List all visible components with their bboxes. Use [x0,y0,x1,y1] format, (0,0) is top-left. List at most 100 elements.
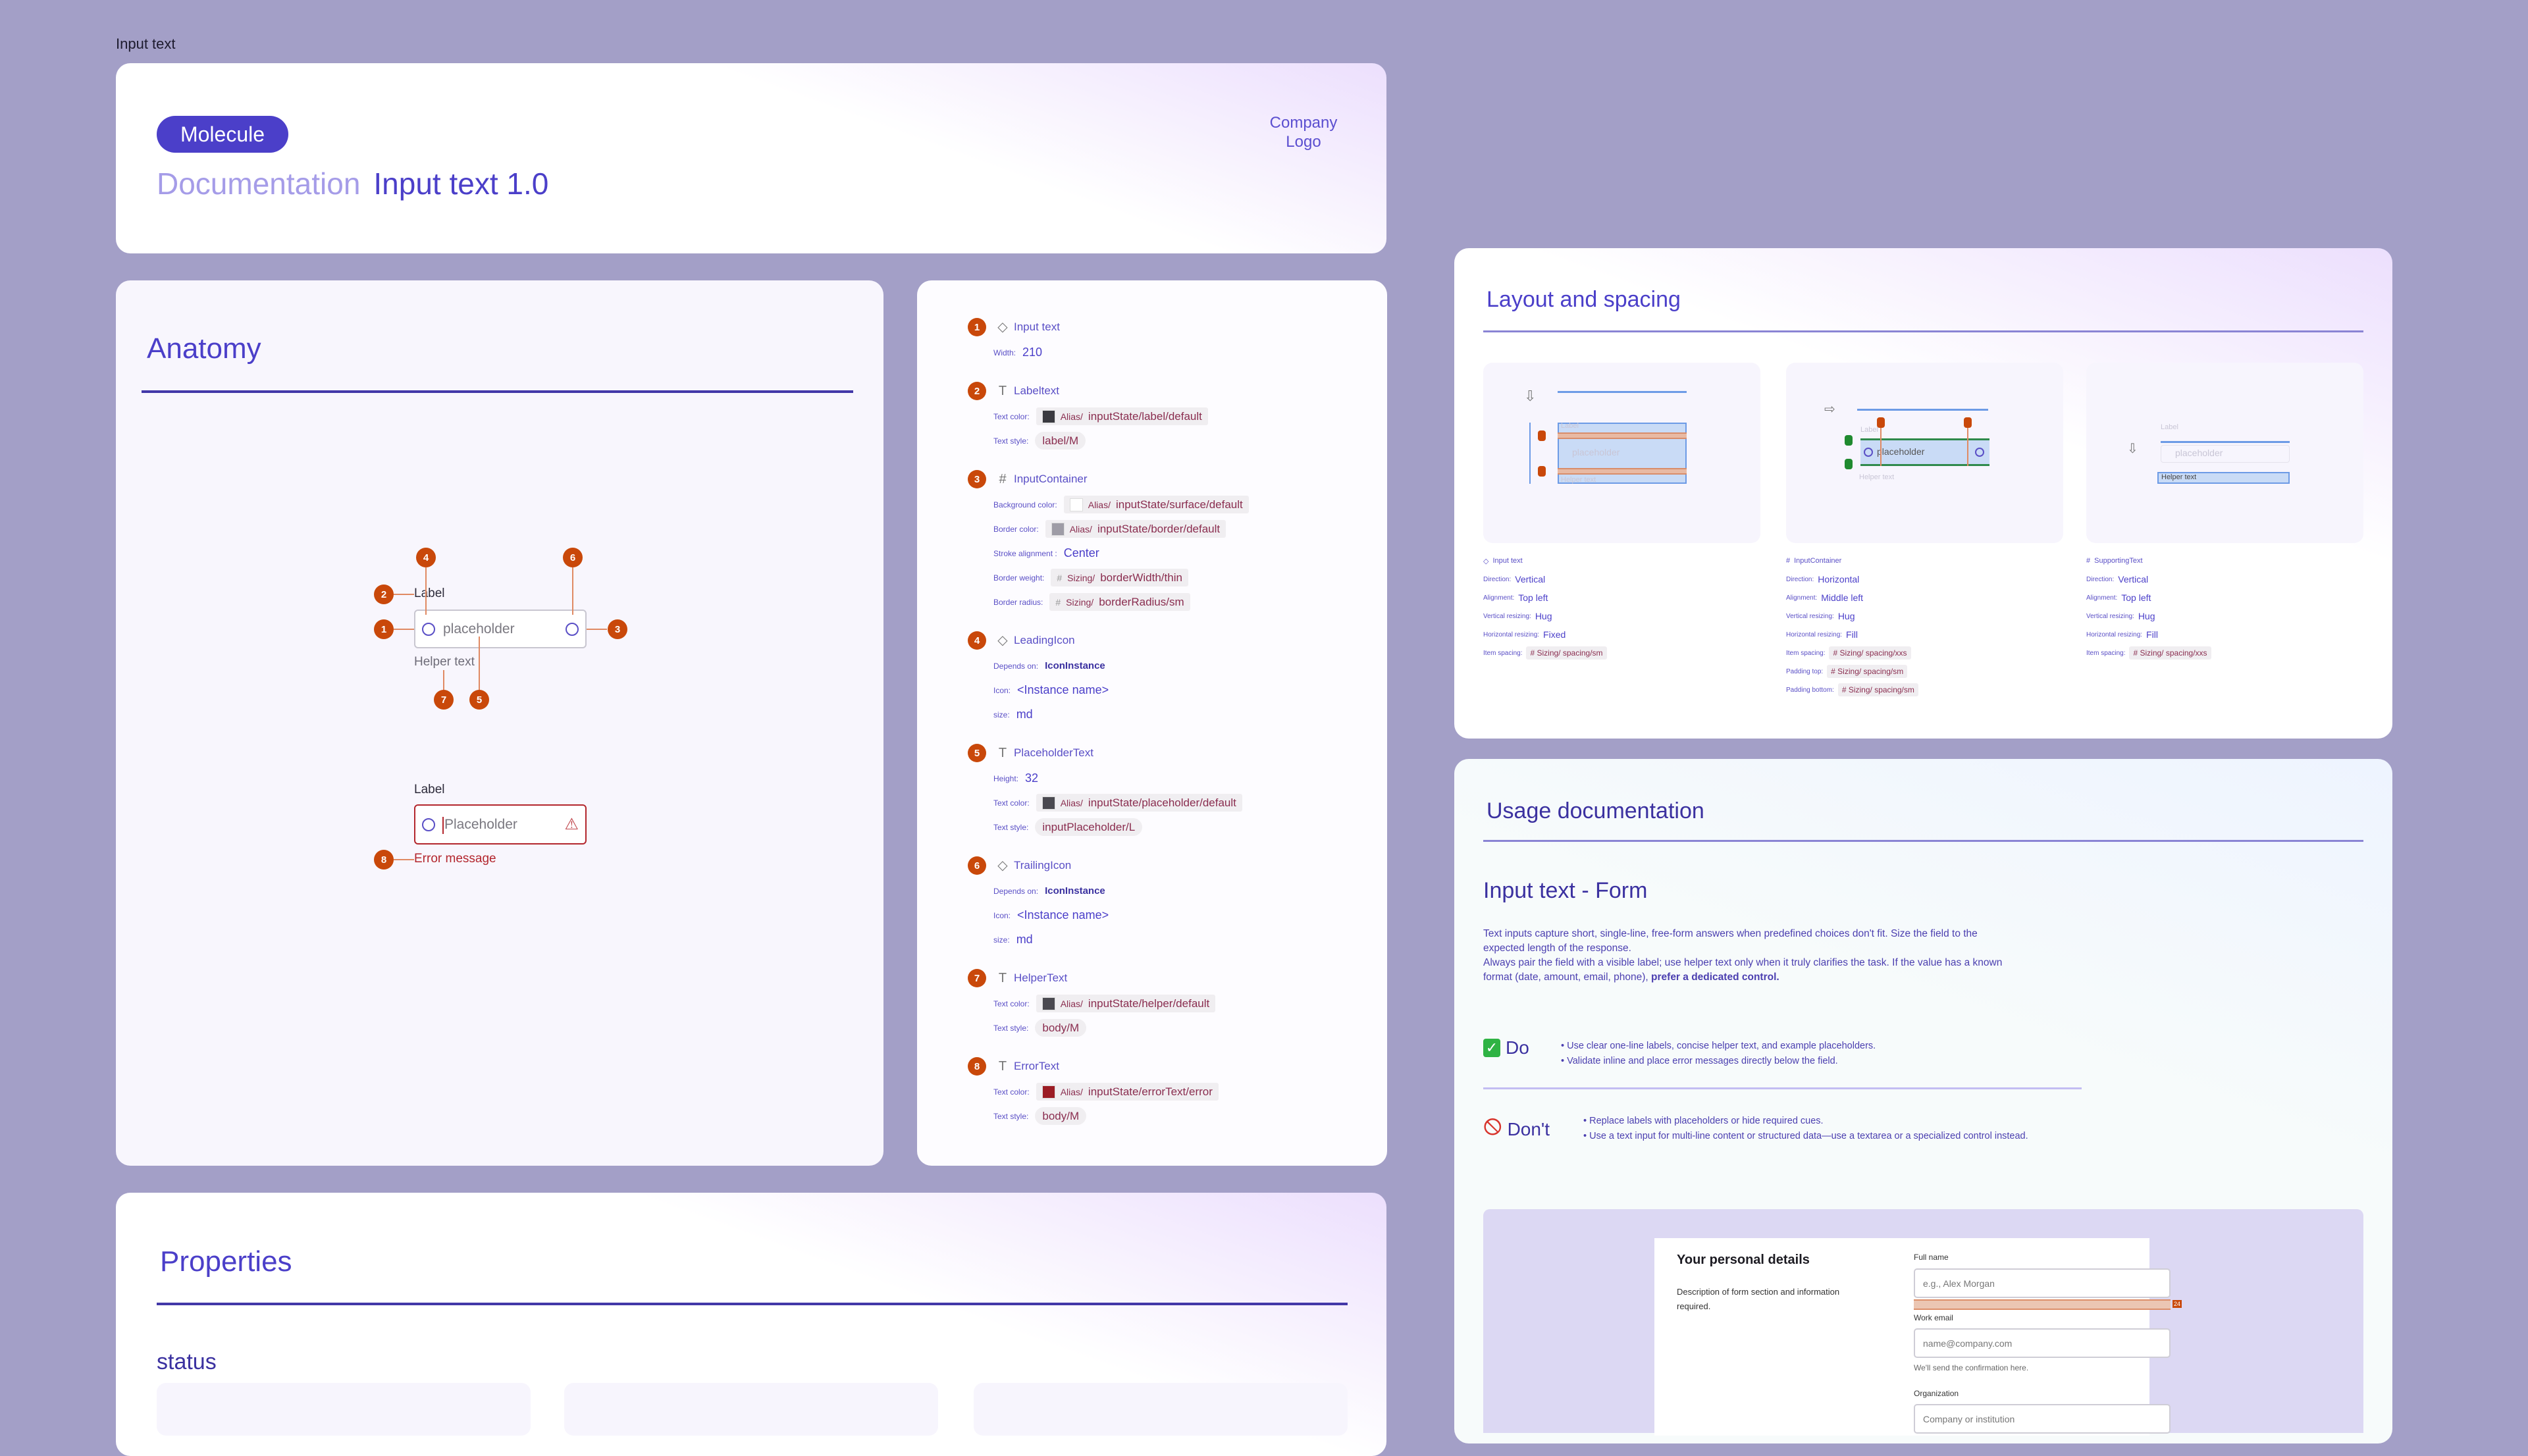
organization-input[interactable]: Company or institution [1914,1404,2171,1434]
token-value: borderWidth/thin [1100,571,1182,584]
layout-panel-heading: ◇ Input text [1483,552,1760,570]
layout-panel-supporting: Label ⇩ placeholder Helper text [2086,363,2363,543]
spacing-highlight [1914,1299,2171,1310]
layout-row-value: Horizontal [1818,574,1860,585]
spacing-badge [1877,417,1885,428]
spec-badge: 8 [968,1057,986,1076]
spec-row-value: md [1016,708,1033,721]
layout-panel-name: Input text [1492,557,1523,565]
layout-row-value: Hug [1535,611,1552,621]
leading-icon [422,818,435,831]
layout-panel-info: # InputContainer Direction: Horizontal Align… [1786,552,2063,699]
divider [142,390,853,393]
layout-row: Item spacing: # Sizing/ spacing/xxs [2086,644,2363,662]
error-placeholder: Placeholder [444,817,517,832]
company-logo: Company Logo [1251,113,1356,151]
text-icon: T [998,746,1007,760]
spec-row-label: Text color: [993,999,1030,1008]
spec-item: 4 ◇ LeadingIcon Depends on: IconInstance Icon… [968,627,1376,727]
spec-item-title: 1 ◇ Input text [968,314,1376,340]
spec-row-label: Depends on: [993,661,1039,671]
spec-item-name: TrailingIcon [1014,859,1072,871]
diagram-label: Label [1561,422,1579,430]
component-title: Input text 1.0 [373,167,549,201]
paragraph: Always pair the field with a visible lab… [1483,956,2010,985]
spec-item-name: HelperText [1014,972,1068,984]
spec-item-title: 8 T ErrorText [968,1053,1376,1079]
spec-row: Depends on: IconInstance [968,879,1376,903]
token-value: inputState/label/default [1088,409,1202,423]
layout-row-label: Item spacing: [1483,649,1523,657]
token-prefix: Sizing/ [1067,572,1095,583]
layout-row-value: Top left [2121,592,2151,603]
spec-list: 1 ◇ Input text Width: 210 2 T Labeltext Text col… [968,314,1376,1141]
diagram-placeholder: placeholder [2175,448,2223,458]
width-measure [1857,409,1988,411]
token-value: inputState/errorText/error [1088,1085,1213,1098]
leader-line [479,637,480,699]
color-token-chip: Alias/inputState/placeholder/default [1036,794,1242,812]
layout-row-label: Direction: [1483,575,1512,583]
full-name-input[interactable]: e.g., Alex Morgan [1914,1268,2171,1298]
sizing-token-chip: # Sizing/ spacing/sm [1827,665,1908,678]
spec-row: Text style: label/M [968,429,1376,453]
spacing-badge [1538,466,1546,477]
diagram-helper: Helper text [1859,473,1895,481]
spec-row-label: Text style: [993,1023,1029,1033]
paragraph-text: Always pair the field with a visible lab… [1483,957,2003,983]
layout-row-value: Vertical [1515,574,1546,585]
anatomy-badge: 4 [416,548,436,567]
layout-panel-name: SupportingText [2094,557,2143,565]
width-measure [2161,441,2290,443]
layout-row-label: Horizontal resizing: [1786,631,1843,638]
spec-badge: 3 [968,470,986,488]
layout-row: Direction: Horizontal [1786,570,2063,588]
leader-line [394,859,414,860]
spec-row-label: Stroke alignment : [993,548,1057,558]
spec-row-value: md [1016,933,1033,946]
text-style-chip: body/M [1035,1019,1087,1037]
spec-item-title: 2 T Labeltext [968,378,1376,404]
layout-row: Alignment: Top left [2086,588,2363,607]
spec-item-title: 3 # InputContainer [968,466,1376,492]
color-swatch [1069,498,1083,511]
spec-item: 5 T PlaceholderText Height: 32 Text color: Ali… [968,740,1376,839]
spec-item: 1 ◇ Input text Width: 210 [968,314,1376,365]
layout-row-label: Alignment: [2086,594,2118,602]
field-label: Full name [1914,1253,1949,1262]
token-value: borderRadius/sm [1099,595,1184,608]
layout-row: Direction: Vertical [1483,570,1760,588]
error-message: Error message [414,852,496,866]
layout-row-label: Padding bottom: [1786,686,1834,694]
divider [1483,840,2363,842]
paragraph: Text inputs capture short, single-line, … [1483,928,1978,954]
properties-title: Properties [160,1245,292,1278]
diagram-placeholder: placeholder [1572,447,1620,457]
field-label: Work email [1914,1313,1953,1322]
diagram-label: Label [2161,423,2178,431]
token-value: inputState/surface/default [1115,498,1243,511]
spec-row: Width: 210 [968,340,1376,365]
spec-row-label: Text color: [993,1087,1030,1097]
property-variant-card [564,1383,938,1436]
helper-frame: Helper text [2157,472,2290,484]
work-email-input[interactable]: name@company.com [1914,1328,2171,1358]
spec-badge: 7 [968,969,986,987]
error-input: Placeholder ⚠ [414,804,587,845]
leader-line [587,629,607,630]
frame-title: Input text [116,36,176,52]
layout-row-value: Fixed [1543,629,1566,640]
padding-badge [1845,459,1853,469]
vertical-layout-icon: ⇩ [1524,388,1537,404]
layout-row-label: Vertical resizing: [1786,612,1834,620]
spec-row-label: Icon: [993,910,1011,920]
anatomy-badge: 3 [608,619,627,639]
anatomy-badge: 7 [434,690,454,710]
padding-line [1880,423,1882,466]
spec-row-label: Border radius: [993,597,1043,607]
leading-icon [1864,448,1873,457]
text-icon: T [998,971,1007,985]
spec-item-title: 7 T HelperText [968,965,1376,991]
leader-line [394,594,414,595]
do-heading: ✓ Do [1483,1037,1529,1058]
